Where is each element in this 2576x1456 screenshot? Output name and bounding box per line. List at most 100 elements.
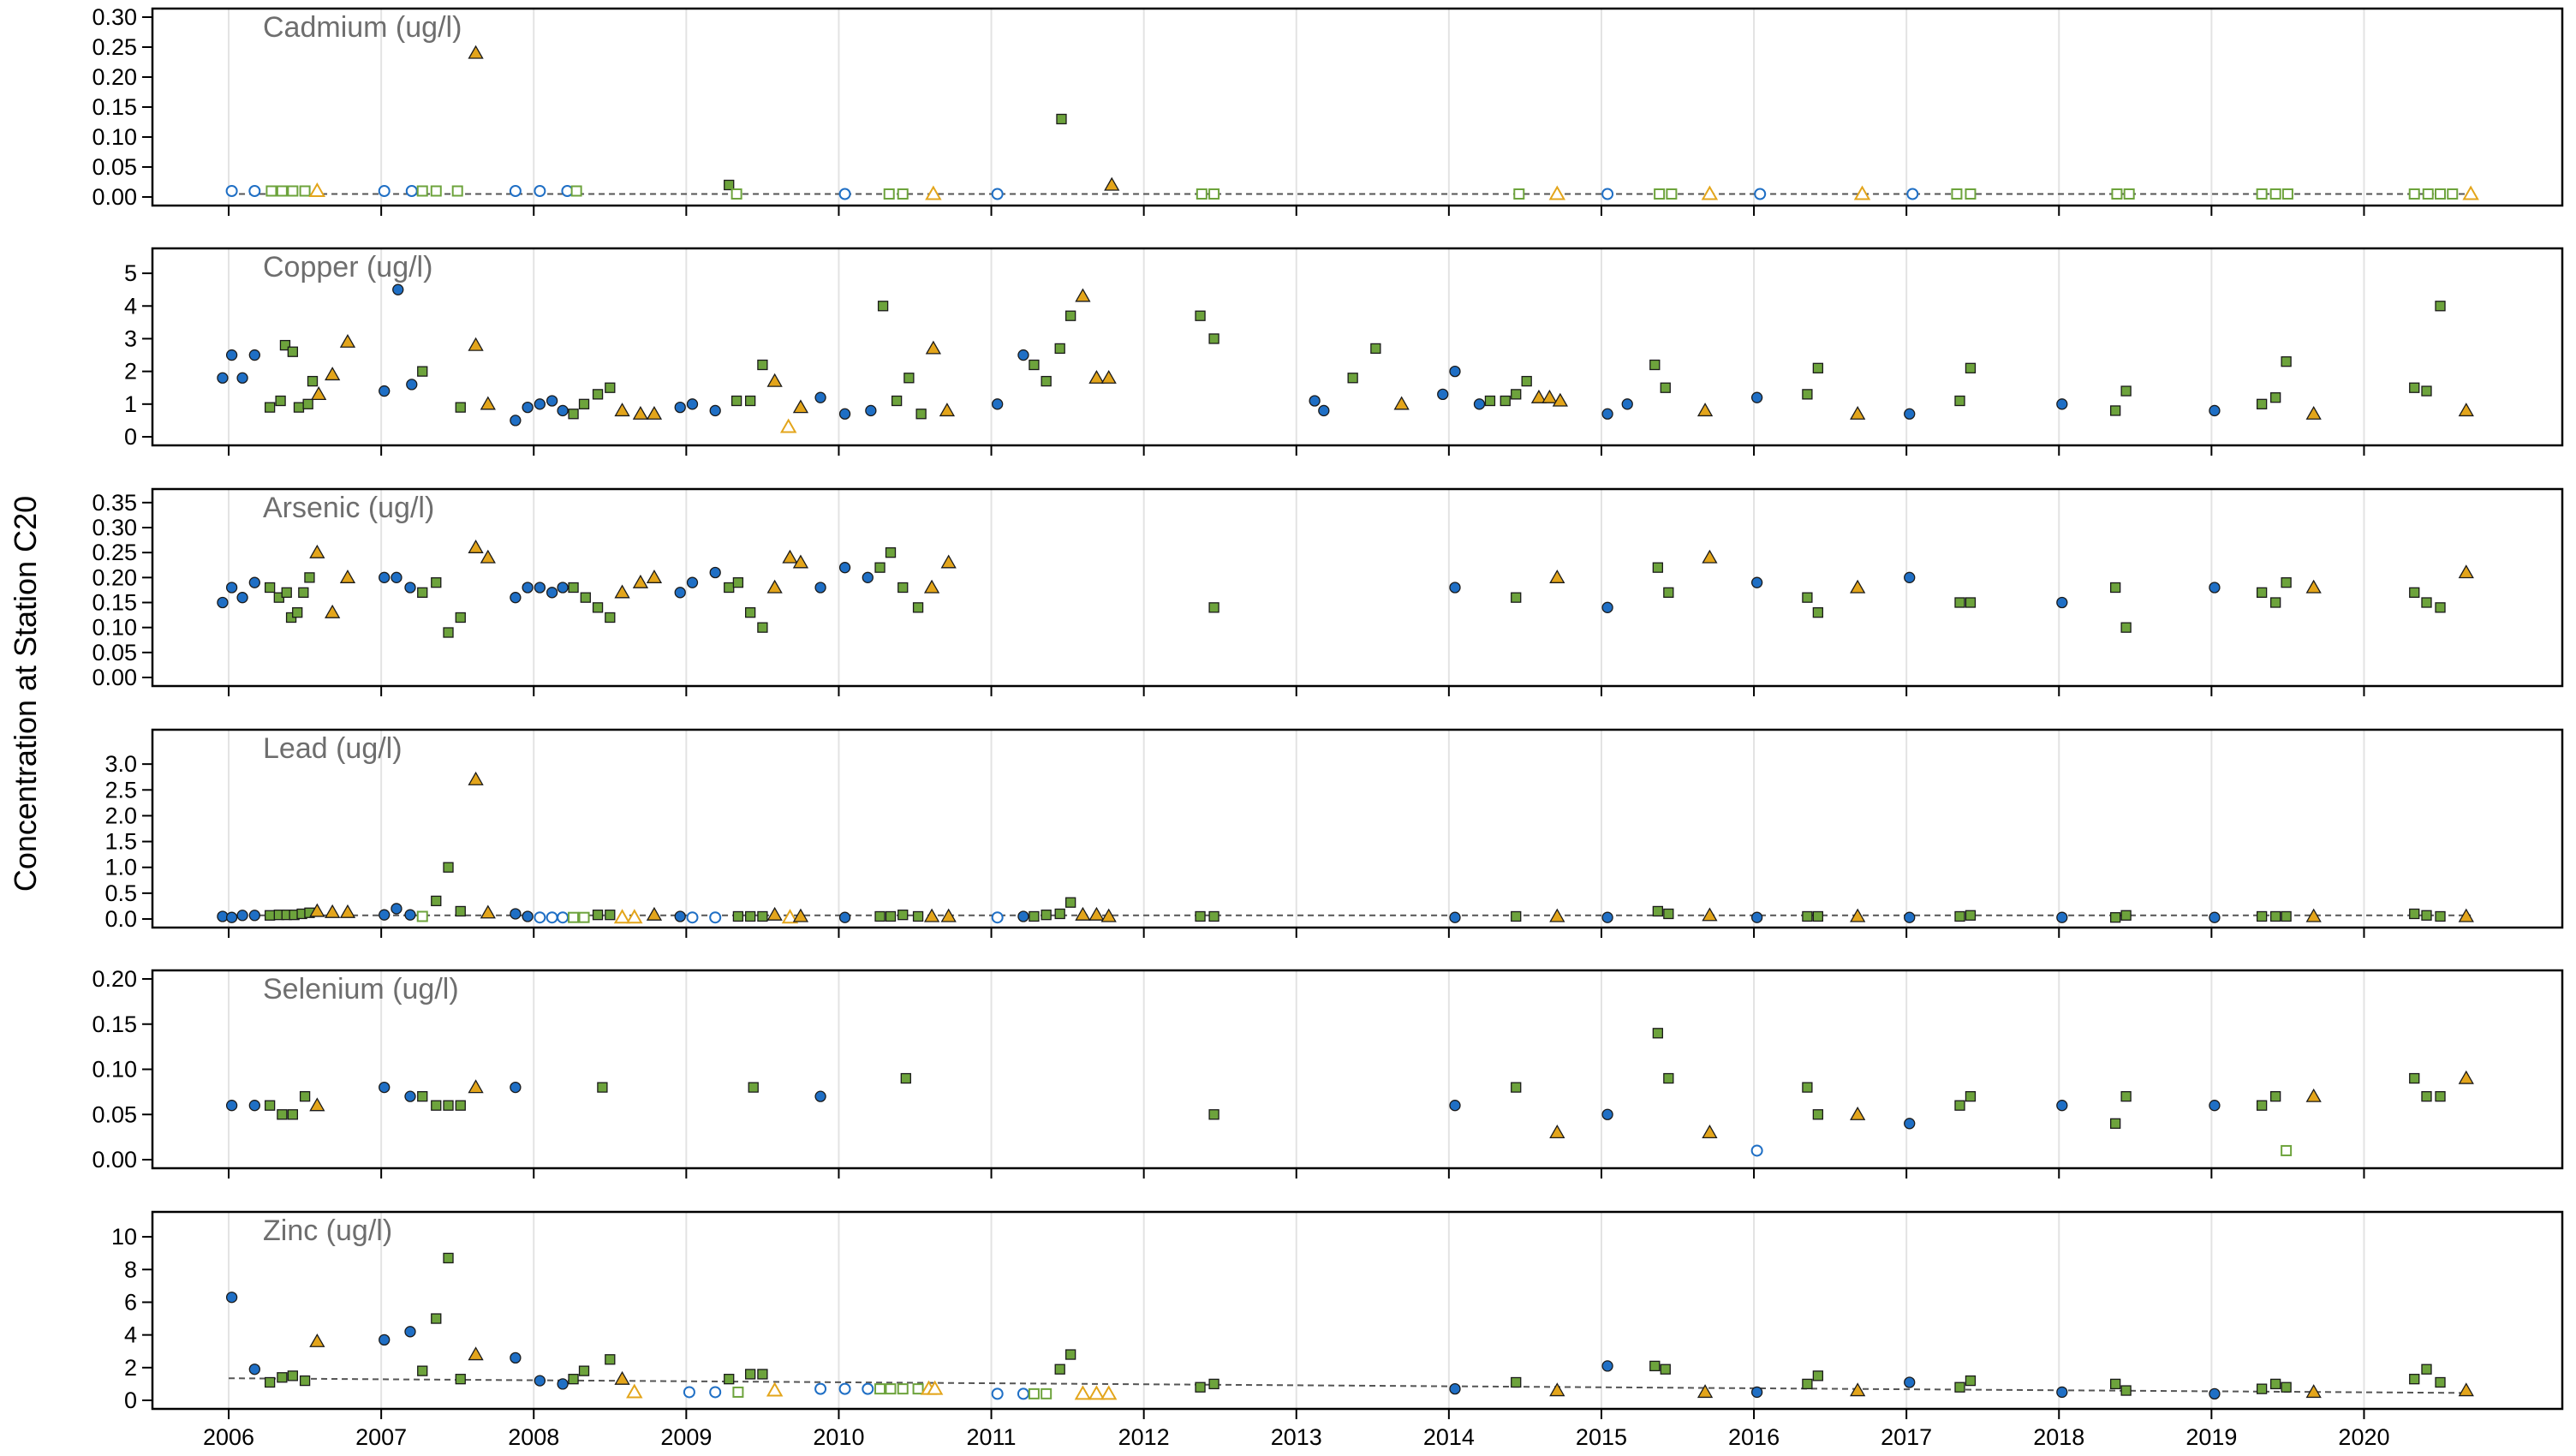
data-point-square — [1812, 1109, 1824, 1120]
data-point-square — [2120, 1091, 2132, 1102]
data-point-circle — [2209, 582, 2221, 594]
data-point-square — [874, 562, 886, 573]
data-point-circle — [522, 910, 534, 922]
data-point-square — [605, 612, 616, 624]
data-point-square — [2435, 1091, 2446, 1102]
data-point-triangle — [2458, 564, 2474, 579]
data-point-circle — [1473, 398, 1486, 410]
data-point-triangle — [940, 908, 957, 922]
data-point-square — [1965, 910, 1977, 921]
y-tick-label: 8 — [124, 1256, 137, 1282]
data-point-circle — [1750, 911, 1763, 923]
data-point-circle — [534, 1375, 546, 1387]
data-point-square — [1802, 592, 1813, 603]
data-point-square — [605, 910, 616, 921]
data-point-circle — [225, 1292, 238, 1304]
panel-frame — [151, 728, 2564, 929]
data-point-square-hollow — [2111, 188, 2123, 200]
data-point-square — [885, 910, 897, 922]
data-point-triangle — [1702, 1125, 1718, 1138]
data-point-square — [1652, 905, 1664, 917]
y-tick-label: 10 — [111, 1224, 137, 1250]
data-point-square — [2270, 910, 2281, 922]
data-point-triangle — [325, 604, 341, 618]
data-point-square-hollow — [732, 1386, 744, 1398]
data-point-square — [287, 346, 299, 357]
data-point-square-hollow — [897, 1383, 909, 1395]
panel-title: Arsenic (ug/l) — [263, 492, 434, 524]
data-point-square — [897, 910, 909, 921]
data-point-circle — [1449, 1382, 1461, 1395]
data-point-square — [1954, 910, 1965, 922]
data-point-square — [2435, 910, 2446, 922]
data-point-circle — [1601, 911, 1613, 923]
data-point-square-hollow — [1513, 188, 1525, 200]
data-point-triangle — [1104, 176, 1120, 191]
data-point-circle-hollow — [991, 188, 1004, 200]
data-point-square-hollow — [416, 910, 428, 922]
data-point-square — [2270, 392, 2281, 403]
data-point-square — [455, 905, 466, 917]
data-point-square — [281, 587, 292, 598]
data-point-square — [279, 339, 291, 351]
data-point-circle — [1904, 1376, 1916, 1388]
data-point-triangle — [1541, 389, 1558, 403]
data-point-triangle — [2305, 908, 2322, 922]
data-point-triangle — [940, 554, 957, 569]
data-point-triangle — [1549, 908, 1565, 922]
data-point-square — [1208, 1109, 1219, 1120]
y-tick-label: 3 — [124, 325, 137, 351]
y-tick-label: 0.00 — [92, 184, 137, 210]
data-point-square — [903, 373, 915, 384]
data-point-triangle — [309, 1097, 325, 1112]
data-point-triangle — [309, 544, 325, 558]
data-point-circle — [510, 1352, 522, 1364]
x-tick-label: 2009 — [660, 1424, 712, 1450]
data-point-triangle — [1850, 579, 1866, 594]
data-point-circle-hollow — [1017, 1387, 1029, 1400]
y-tick-label: 0.25 — [92, 34, 137, 60]
data-point-circle — [814, 582, 826, 594]
data-point-square — [1065, 310, 1076, 321]
data-point-square — [580, 592, 591, 603]
data-point-square — [1663, 908, 1674, 920]
y-tick-label: 0.10 — [92, 124, 137, 150]
data-point-square — [417, 1091, 428, 1102]
data-point-square — [2120, 1385, 2132, 1396]
data-point-triangle — [646, 405, 663, 420]
data-point-square — [417, 366, 428, 377]
data-point-circle-hollow — [546, 911, 558, 924]
data-point-circle — [1449, 582, 1461, 594]
data-point-triangle — [2458, 403, 2474, 417]
x-tick-label: 2019 — [2185, 1424, 2237, 1450]
data-point-circle — [546, 395, 558, 407]
y-tick-label: 1.0 — [104, 855, 137, 880]
y-tick-label: 0.30 — [92, 515, 137, 540]
data-point-square — [732, 577, 744, 588]
data-point-triangle-hollow — [613, 909, 631, 924]
data-point-square-hollow — [885, 1383, 897, 1395]
data-point-square — [1802, 389, 1813, 400]
data-point-square-hollow — [2281, 1144, 2293, 1156]
data-point-circle — [534, 398, 546, 410]
panel-frame — [151, 1210, 2564, 1411]
data-point-circle — [534, 582, 546, 594]
data-point-circle — [838, 408, 851, 420]
y-tick-label: 0.20 — [92, 966, 137, 992]
data-point-square-hollow — [874, 1383, 886, 1395]
data-point-square — [264, 1100, 276, 1111]
data-point-triangle — [1100, 908, 1117, 922]
data-point-square-hollow — [730, 188, 742, 200]
data-point-triangle — [766, 906, 783, 921]
data-point-square — [1029, 910, 1040, 922]
data-point-square — [1054, 343, 1065, 355]
data-point-square — [1511, 592, 1522, 603]
panel-0: Cadmium (ug/l) 0.00 0.05 0.10 0.15 0.20 0.25 0.… — [92, 4, 2564, 216]
data-point-triangle — [468, 337, 484, 351]
data-point-square-hollow — [287, 185, 299, 197]
data-point-square — [2120, 910, 2132, 921]
data-point-square — [891, 395, 903, 407]
y-tick-label: 1 — [124, 391, 137, 417]
data-point-circle — [1750, 391, 1763, 403]
